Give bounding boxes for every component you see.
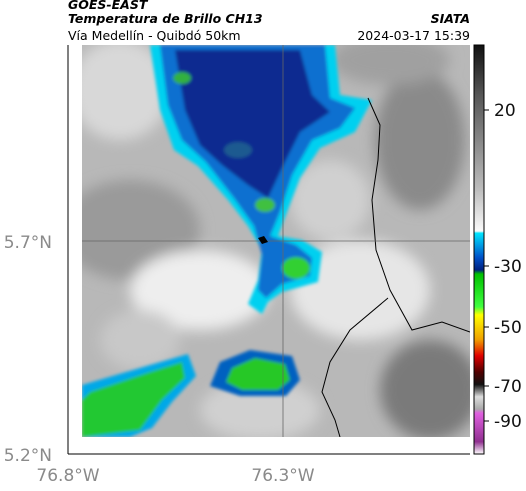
colorbar-label: -50	[494, 318, 522, 338]
satellite-image	[82, 45, 470, 437]
colorbar-label: 20	[494, 101, 516, 121]
lat-label: 5.7°N	[4, 233, 52, 253]
lat-label: 5.2°N	[4, 446, 52, 466]
org: SIATA	[431, 11, 470, 26]
title: Temperatura de Brillo CH13	[68, 11, 263, 26]
colorbar-label: -70	[494, 377, 522, 397]
marker	[258, 236, 268, 244]
lon-label: 76.8°W	[36, 466, 99, 486]
timestamp: 2024-03-17 15:39	[357, 28, 470, 43]
colorbar-label: -90	[494, 412, 522, 432]
colorbar	[473, 44, 485, 455]
lon-label: 76.3°W	[251, 466, 314, 486]
subtitle: Vía Medellín - Quibdó 50km	[68, 28, 241, 43]
source: GOES-EAST	[68, 0, 149, 12]
colorbar-ticks: 20 -30 -50 -70 -90	[484, 101, 522, 432]
colorbar-label: -30	[494, 257, 522, 277]
border-line	[321, 97, 470, 437]
